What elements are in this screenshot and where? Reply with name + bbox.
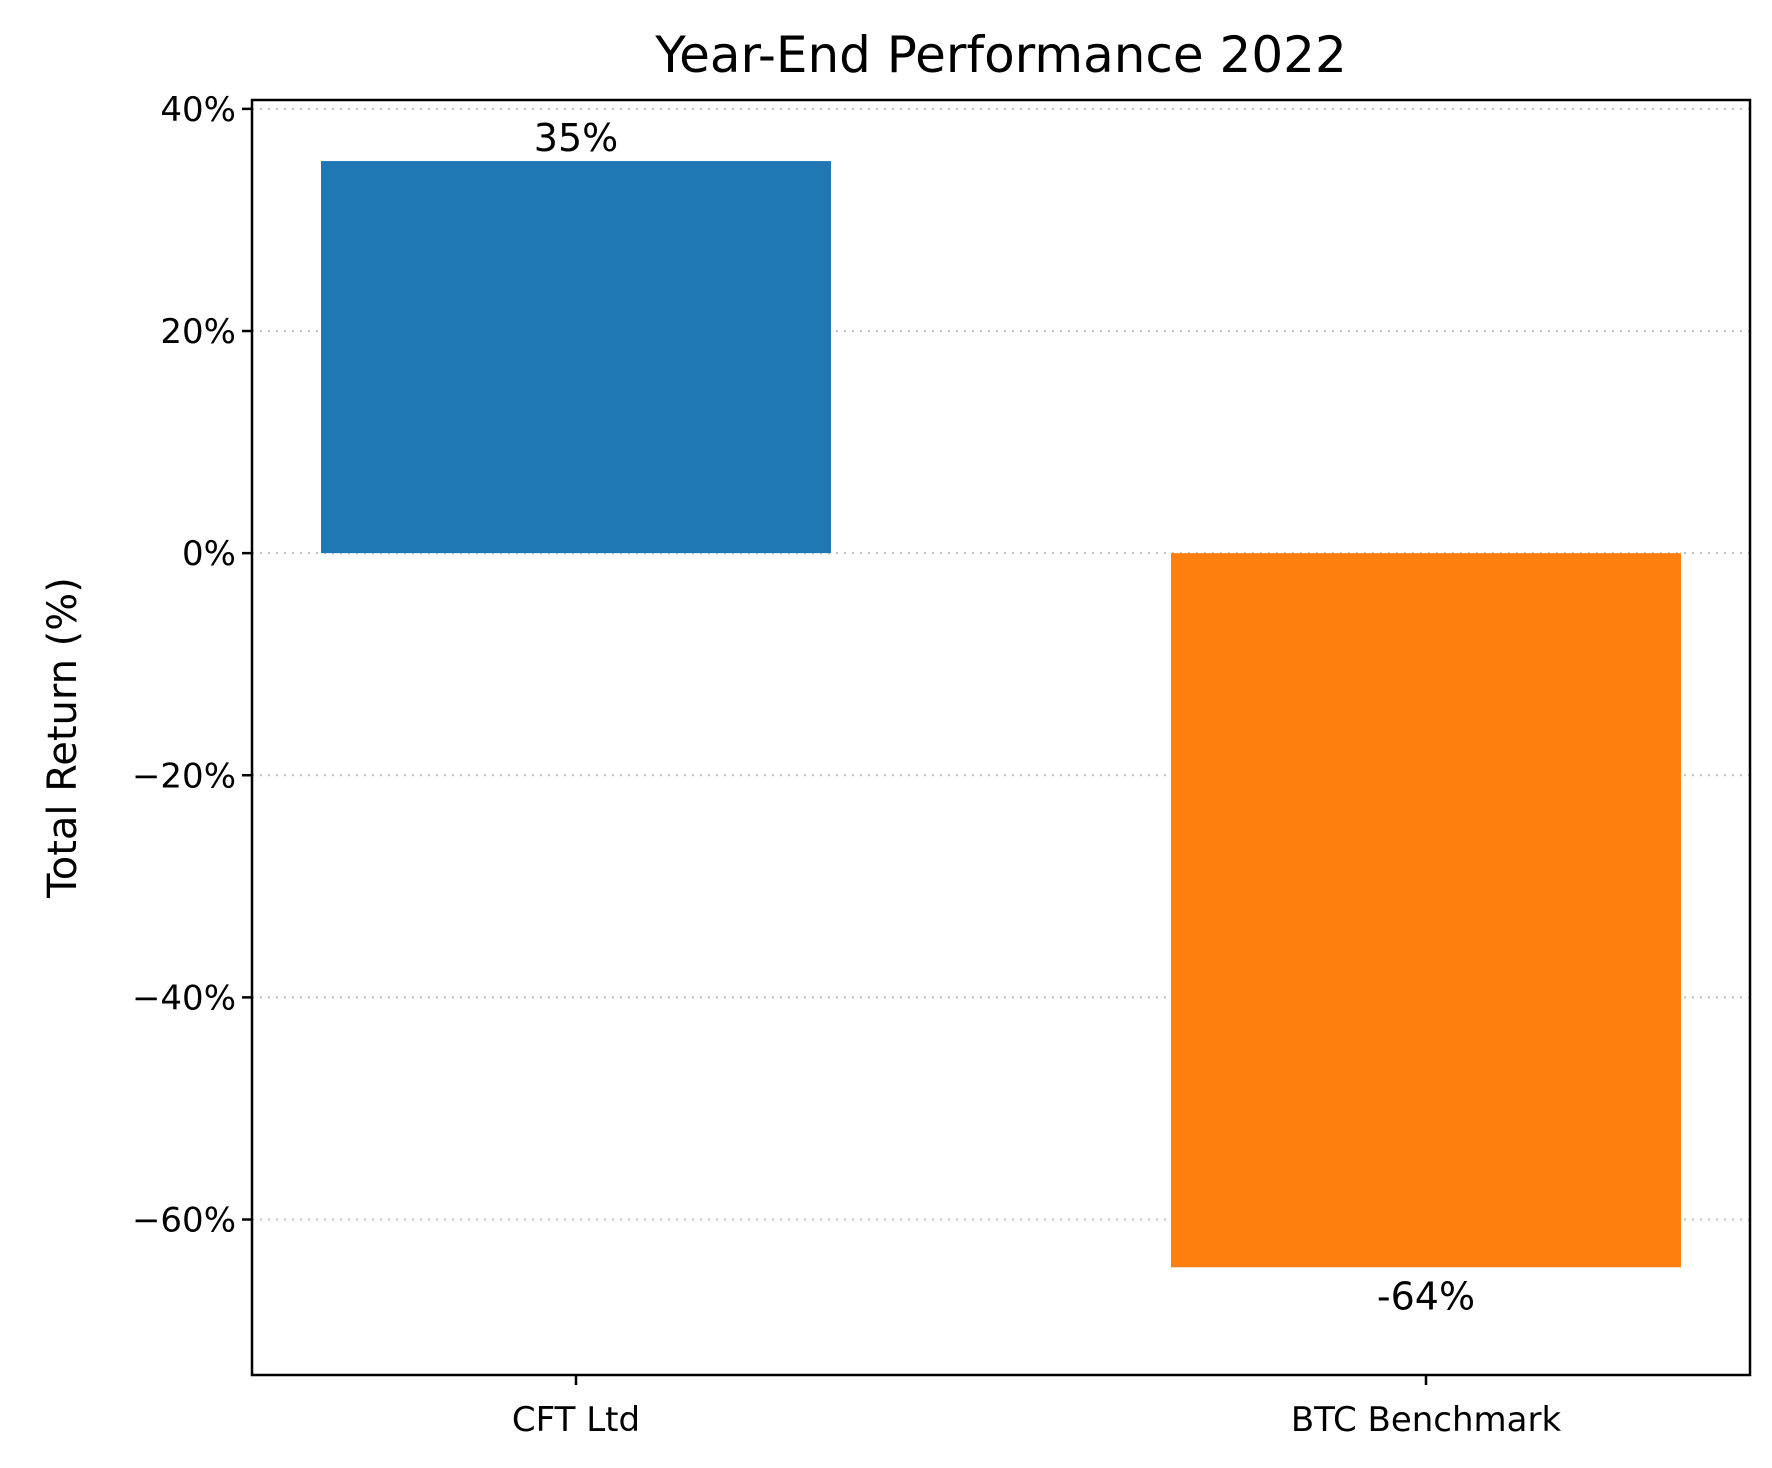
y-tick-label: −60% (132, 1201, 236, 1241)
y-tick-label: −20% (132, 756, 236, 796)
y-tick-label: 0% (182, 534, 236, 574)
data-label: -64% (1377, 1274, 1475, 1318)
data-label: 35% (534, 116, 618, 160)
y-tick-label: 40% (160, 90, 236, 130)
bars (321, 161, 1681, 1268)
y-axis-label: Total Return (%) (40, 577, 86, 899)
y-tick-label: 20% (160, 312, 236, 352)
x-tick-label: BTC Benchmark (1291, 1400, 1562, 1440)
plot-frame (250, 98, 1752, 1377)
x-axis: CFT Ltd BTC Benchmark (512, 1375, 1562, 1440)
y-tick-label: −40% (132, 978, 236, 1018)
data-labels: 35% -64% (534, 116, 1475, 1318)
y-axis: 40% 20% 0% −20% −40% −60% (132, 90, 252, 1241)
chart-title: Year-End Performance 2022 (654, 26, 1347, 84)
x-tick-label: CFT Ltd (512, 1400, 640, 1440)
bar (321, 161, 831, 554)
bar (1171, 553, 1681, 1268)
